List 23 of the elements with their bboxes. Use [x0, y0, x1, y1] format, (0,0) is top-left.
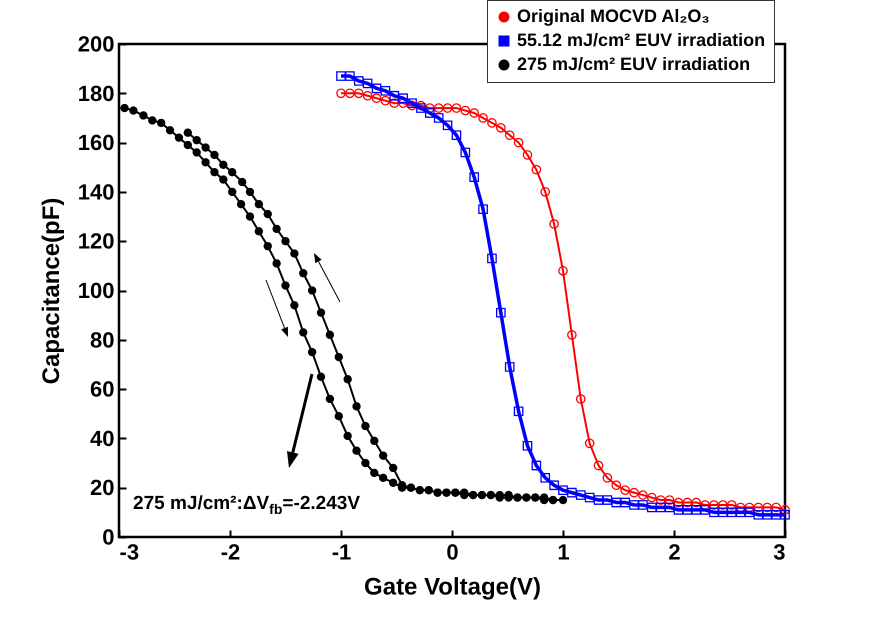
- x-tick-label: -2: [220, 540, 240, 564]
- y-tick-label: 140: [78, 179, 114, 204]
- x-tick-label: -3: [120, 540, 140, 564]
- y-tick-label: 120: [78, 228, 114, 254]
- y-axis-title: Capacitance(pF): [38, 198, 65, 384]
- legend-label: 55.12 mJ/cm² EUV irradiation: [517, 30, 766, 50]
- y-tick-label: 100: [78, 278, 114, 303]
- x-axis-title: Gate Voltage(V): [364, 574, 541, 600]
- y-tick-label: 60: [90, 376, 114, 402]
- x-tick-label: 2: [668, 540, 681, 564]
- annotation: 275 mJ/cm²:ΔV$_{fb}$=-2.243V: [133, 493, 360, 517]
- y-tick-label: 180: [78, 80, 114, 106]
- legend-label: 275 mJ/cm² EUV irradiation: [517, 54, 750, 74]
- y-tick-label: 20: [90, 475, 114, 500]
- x-tick-label: 3: [773, 540, 786, 564]
- x-tick-label: -1: [332, 540, 352, 564]
- legend-label: Original MOCVD Al₂O₃: [517, 6, 710, 26]
- y-tick-label: 80: [90, 327, 114, 352]
- y-tick-label: 200: [78, 32, 114, 56]
- x-tick-label: 1: [557, 540, 570, 564]
- x-tick-label: 0: [446, 540, 459, 564]
- y-tick-label: 40: [90, 426, 114, 451]
- y-tick-label: 160: [78, 130, 114, 156]
